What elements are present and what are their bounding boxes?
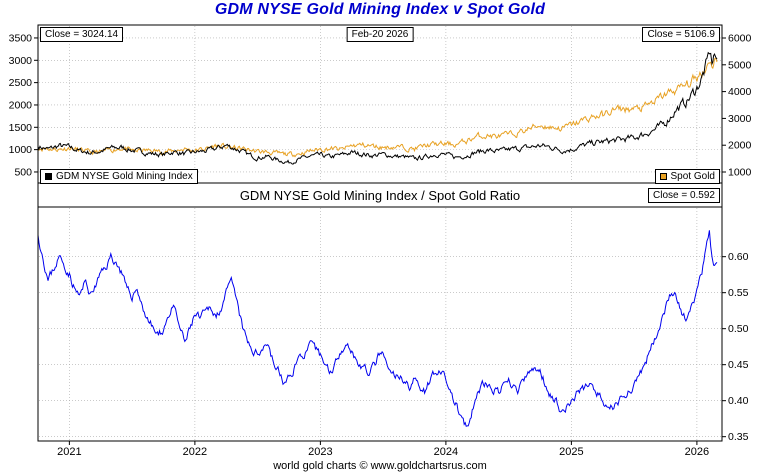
gdm-axis-tick-label: 2500 — [9, 77, 33, 89]
spot-gold-line — [37, 57, 718, 158]
ratio-axis-tick-label: 0.50 — [728, 323, 749, 335]
gdm-nyse-gold-mining-index-line — [37, 51, 718, 165]
gdm-spot-gold-ratio-line — [37, 230, 718, 427]
gdm-legend-swatch-icon — [45, 173, 52, 180]
ratio-axis-tick-label: 0.45 — [728, 359, 749, 371]
date-label: Feb-20 2026 — [346, 27, 414, 42]
gold-axis-tick-label: 5000 — [728, 59, 752, 71]
ratio-axis-tick-label: 0.35 — [728, 431, 749, 443]
gold-axis-tick-label: 3000 — [728, 113, 752, 125]
x-axis-tick-label: 2023 — [308, 446, 332, 458]
x-axis-tick-label: 2025 — [559, 446, 583, 458]
ratio-axis-tick-label: 0.60 — [728, 251, 749, 263]
gold-axis-tick-label: 6000 — [728, 32, 752, 44]
gdm-axis-tick-label: 1000 — [9, 144, 33, 156]
x-axis-tick-label: 2021 — [57, 446, 81, 458]
x-axis-tick-label: 2026 — [685, 446, 709, 458]
gdm-axis-tick-label: 3000 — [9, 55, 33, 67]
gold-axis-tick-label: 1000 — [728, 167, 752, 179]
ratio-panel-border — [37, 182, 723, 442]
ratio-panel-title: GDM NYSE Gold Mining Index / Spot Gold R… — [239, 188, 521, 203]
gdm-axis-tick-label: 3500 — [9, 32, 33, 44]
x-axis-tick-label: 2024 — [434, 446, 458, 458]
gold-axis-tick-label: 4000 — [728, 86, 752, 98]
ratio-axis-tick-label: 0.40 — [728, 395, 749, 407]
gdm-axis-tick-label: 1500 — [9, 122, 33, 134]
gold-close-label: Close = 5106.9 — [642, 27, 720, 42]
gold-axis-tick-label: 2000 — [728, 140, 752, 152]
chart-title: GDM NYSE Gold Mining Index v Spot Gold — [214, 1, 546, 18]
footer-credit: world gold charts © www.goldchartsrus.co… — [273, 460, 487, 472]
price-panel-border — [37, 24, 723, 184]
gold-legend: Spot Gold — [654, 169, 720, 184]
gold-legend-label: Spot Gold — [670, 171, 715, 182]
gdm-legend: GDM NYSE Gold Mining Index — [40, 169, 198, 184]
gold-legend-swatch-icon — [659, 173, 667, 180]
gdm-close-label: Close = 3024.14 — [40, 27, 124, 42]
ratio-axis-tick-label: 0.55 — [728, 287, 749, 299]
gdm-axis-tick-label: 2000 — [9, 99, 33, 111]
gdm-axis-tick-label: 500 — [14, 166, 32, 178]
ratio-close-label: Close = 0.592 — [648, 188, 720, 203]
gdm-legend-label: GDM NYSE Gold Mining Index — [56, 171, 193, 182]
x-axis-tick-label: 2022 — [183, 446, 207, 458]
